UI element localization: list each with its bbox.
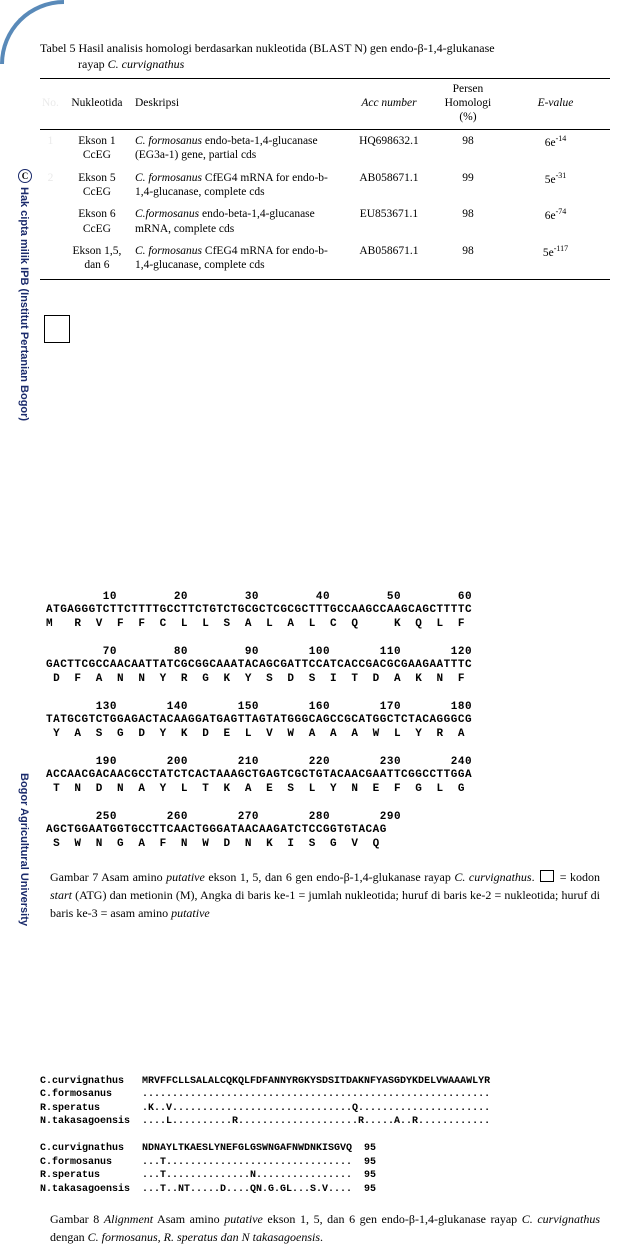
cell-acc: AB058671.1 xyxy=(343,240,435,279)
cell-no: 1 xyxy=(40,129,61,166)
th-e: E-value xyxy=(501,79,610,129)
table-row: 2Ekson 5CcEGC. formosanus CfEG4 mRNA for… xyxy=(40,167,610,204)
cell-e: 6e-14 xyxy=(501,129,610,166)
fig7-prefix: Gambar 7 Asam amino xyxy=(50,870,166,884)
cell-no: 2 xyxy=(40,167,61,204)
fig7-putative2: putative xyxy=(171,906,210,920)
th-hom: Persen Homologi (%) xyxy=(435,79,501,129)
fig8-caption: Gambar 8 Alignment Asam amino putative e… xyxy=(50,1210,600,1246)
start-codon-box xyxy=(44,315,70,343)
page-content: Tabel 5 Hasil analisis homologi berdasar… xyxy=(36,40,614,1246)
cell-no xyxy=(40,203,61,240)
left-band-top: C Hak cipta milik IPB (Institut Pertania… xyxy=(18,168,36,421)
table5-body: 1Ekson 1CcEGC. formosanus endo-beta-1,4-… xyxy=(40,129,610,279)
cell-no xyxy=(40,240,61,279)
fig7-mid1: ekson 1, 5, dan 6 gen endo-β-1,4-glukana… xyxy=(205,870,455,884)
table-row: Ekson 6CcEGC.formosanus endo-beta-1,4-gl… xyxy=(40,203,610,240)
fig7-mid3: = kodon xyxy=(556,870,600,884)
th-nuk: Nukleotida xyxy=(61,79,133,129)
alignment-block: C.curvignathus MRVFFCLLSALALCQKQLFDFANNY… xyxy=(40,940,610,1197)
fig7-start: start xyxy=(50,888,72,902)
cell-des: C. formosanus CfEG4 mRNA for endo-b-1,4-… xyxy=(133,167,343,204)
cell-hom: 98 xyxy=(435,203,501,240)
cell-hom: 99 xyxy=(435,167,501,204)
fig7-box-icon xyxy=(540,870,554,882)
table5-caption: Tabel 5 Hasil analisis homologi berdasar… xyxy=(40,40,610,72)
cell-acc: AB058671.1 xyxy=(343,167,435,204)
cell-e: 6e-74 xyxy=(501,203,610,240)
fig7-mid4: (ATG) dan metionin (M), Angka di baris k… xyxy=(50,888,600,920)
fig8-sp1: C. curvignathus xyxy=(522,1212,600,1226)
cell-e: 5e-31 xyxy=(501,167,610,204)
sequence-block: 10 20 30 40 50 60 ATGAGGGTCTTCTTTTGCCTTC… xyxy=(46,302,610,852)
fig8-putative: putative xyxy=(224,1212,263,1226)
fig8-mid3: dengan xyxy=(50,1230,88,1244)
fig8-mid1: Asam amino xyxy=(153,1212,224,1226)
left-band-top-text: Hak cipta milik IPB (Institut Pertanian … xyxy=(18,187,30,421)
fig7-sp1: C. curvignathus xyxy=(454,870,531,884)
cell-e: 5e-117 xyxy=(501,240,610,279)
cell-hom: 98 xyxy=(435,129,501,166)
table-row: Ekson 1,5,dan 6C. formosanus CfEG4 mRNA … xyxy=(40,240,610,279)
th-acc: Acc number xyxy=(343,79,435,129)
cell-hom: 98 xyxy=(435,240,501,279)
table5: No. Nukleotida Deskripsi Acc number Pers… xyxy=(40,78,610,279)
cell-des: C. formosanus endo-beta-1,4-glucanase (E… xyxy=(133,129,343,166)
copyright-icon: C xyxy=(18,169,32,183)
th-des: Deskripsi xyxy=(133,79,343,129)
cell-des: C. formosanus CfEG4 mRNA for endo-b-1,4-… xyxy=(133,240,343,279)
cell-nuk: Ekson 1CcEG xyxy=(61,129,133,166)
cell-nuk: Ekson 1,5,dan 6 xyxy=(61,240,133,279)
fig8-mid2: ekson 1, 5, dan 6 gen endo-β-1,4-glukana… xyxy=(263,1212,522,1226)
table-row: 1Ekson 1CcEGC. formosanus endo-beta-1,4-… xyxy=(40,129,610,166)
table5-caption-line2: rayap C. curvignathus xyxy=(40,57,184,71)
fig8-alignment: Alignment xyxy=(104,1212,153,1226)
left-band-bottom-text: Bogor Agricultural University xyxy=(18,773,30,926)
cell-acc: HQ698632.1 xyxy=(343,129,435,166)
cell-nuk: Ekson 5CcEG xyxy=(61,167,133,204)
left-band-bottom: Bogor Agricultural University xyxy=(18,773,36,926)
fig8-sp2: C. formosanus, R. speratus dan N takasag… xyxy=(88,1230,320,1244)
th-no: No. xyxy=(40,79,61,129)
fig7-mid2: . xyxy=(532,870,539,884)
cell-acc: EU853671.1 xyxy=(343,203,435,240)
fig8-tail: . xyxy=(320,1230,323,1244)
fig8-prefix: Gambar 8 xyxy=(50,1212,104,1226)
fig7-putative: putative xyxy=(166,870,205,884)
cell-des: C.formosanus endo-beta-1,4-glucanase mRN… xyxy=(133,203,343,240)
cell-nuk: Ekson 6CcEG xyxy=(61,203,133,240)
fig7-caption: Gambar 7 Asam amino putative ekson 1, 5,… xyxy=(50,868,600,922)
table5-caption-line1: Tabel 5 Hasil analisis homologi berdasar… xyxy=(40,41,495,55)
